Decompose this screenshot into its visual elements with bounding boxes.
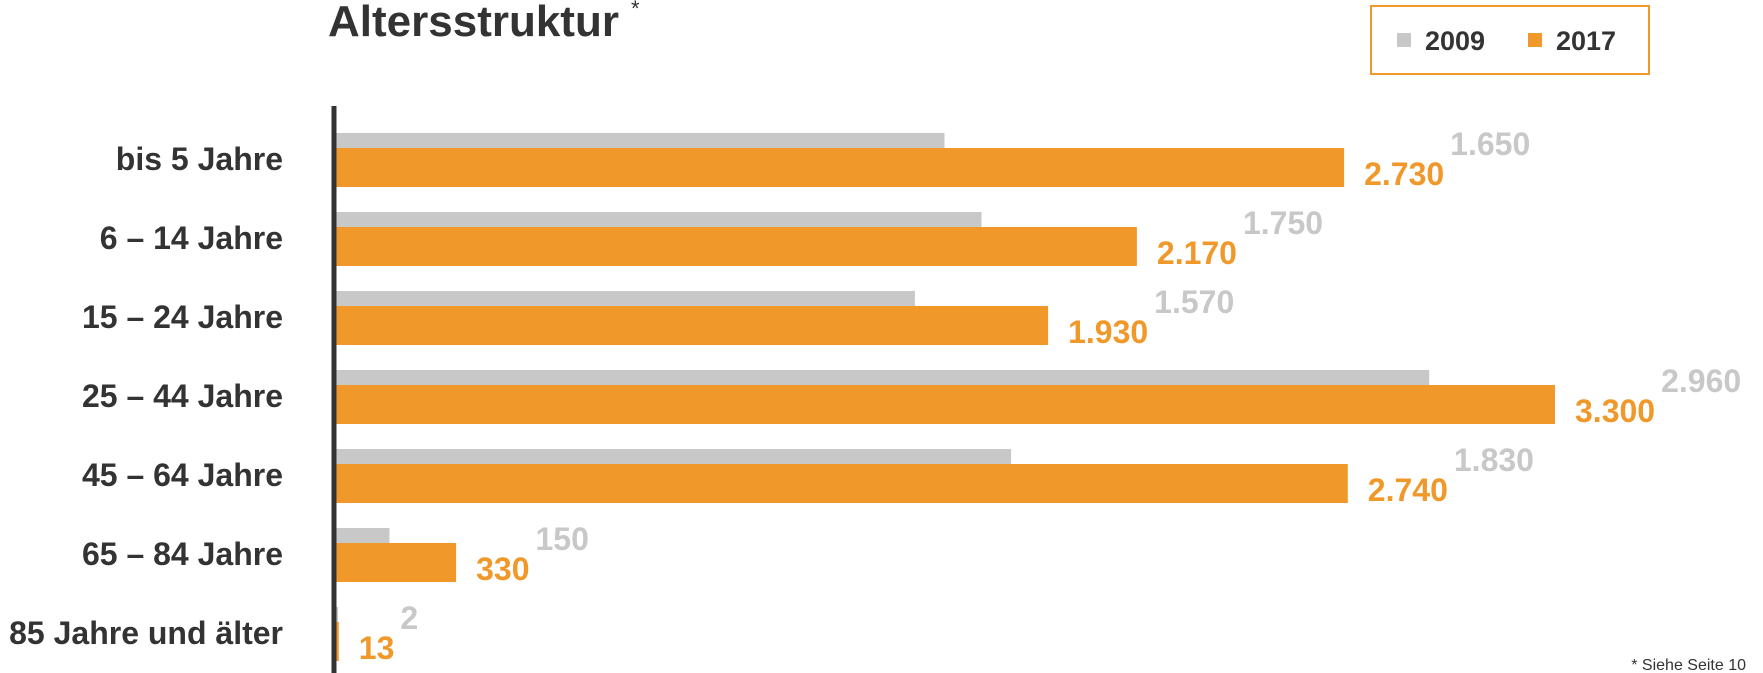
footnote: * Siehe Seite 10 bbox=[1631, 657, 1746, 673]
category-label: bis 5 Jahre bbox=[116, 141, 283, 177]
data-label-2009: 2.960 bbox=[1661, 363, 1741, 399]
category-label: 6 – 14 Jahre bbox=[100, 220, 283, 256]
title-footnote-mark: * bbox=[631, 0, 640, 21]
bar-2017 bbox=[334, 385, 1555, 424]
data-label-2017: 1.930 bbox=[1068, 314, 1148, 350]
category-label: 85 Jahre und älter bbox=[9, 615, 283, 651]
bar-2009 bbox=[334, 133, 945, 148]
data-label-2009: 1.570 bbox=[1154, 284, 1234, 320]
bar-2017 bbox=[334, 227, 1137, 266]
data-label-2017: 13 bbox=[359, 630, 395, 666]
data-label-2017: 2.170 bbox=[1157, 235, 1237, 271]
legend-swatch-2009 bbox=[1397, 33, 1411, 47]
bar-2009 bbox=[334, 449, 1012, 464]
bar-2017 bbox=[334, 464, 1348, 503]
bar-2017 bbox=[334, 543, 457, 582]
bar-2009 bbox=[334, 291, 915, 306]
bar-2017 bbox=[334, 148, 1345, 187]
category-labels: bis 5 Jahre 6 – 14 Jahre 15 – 24 Jahre 25 –… bbox=[9, 141, 283, 651]
bar-2009 bbox=[334, 528, 390, 543]
data-label-2017: 2.730 bbox=[1364, 156, 1444, 192]
legend-label-2009: 2009 bbox=[1425, 26, 1485, 56]
data-label-2009: 150 bbox=[535, 521, 588, 557]
legend: 2009 2017 bbox=[1370, 5, 1650, 75]
bar-2009 bbox=[334, 370, 1430, 385]
category-label: 25 – 44 Jahre bbox=[82, 378, 283, 414]
data-label-2009: 2 bbox=[400, 600, 418, 636]
legend-swatch-2017 bbox=[1528, 33, 1542, 47]
legend-label-2017: 2017 bbox=[1556, 26, 1616, 56]
bar-2009 bbox=[334, 212, 982, 227]
data-label-2009: 1.750 bbox=[1243, 205, 1323, 241]
data-label-2017: 3.300 bbox=[1575, 393, 1655, 429]
data-label-2017: 2.740 bbox=[1368, 472, 1448, 508]
bar-group bbox=[334, 133, 1555, 661]
category-label: 15 – 24 Jahre bbox=[82, 299, 283, 335]
chart-title: Altersstruktur bbox=[328, 0, 619, 46]
category-label: 65 – 84 Jahre bbox=[82, 536, 283, 572]
data-label-2017: 330 bbox=[476, 551, 529, 587]
bar-2017 bbox=[334, 306, 1049, 345]
category-label: 45 – 64 Jahre bbox=[82, 457, 283, 493]
data-label-2009: 1.830 bbox=[1454, 442, 1534, 478]
data-label-2009: 1.650 bbox=[1450, 126, 1530, 162]
legend-box bbox=[1370, 5, 1650, 75]
